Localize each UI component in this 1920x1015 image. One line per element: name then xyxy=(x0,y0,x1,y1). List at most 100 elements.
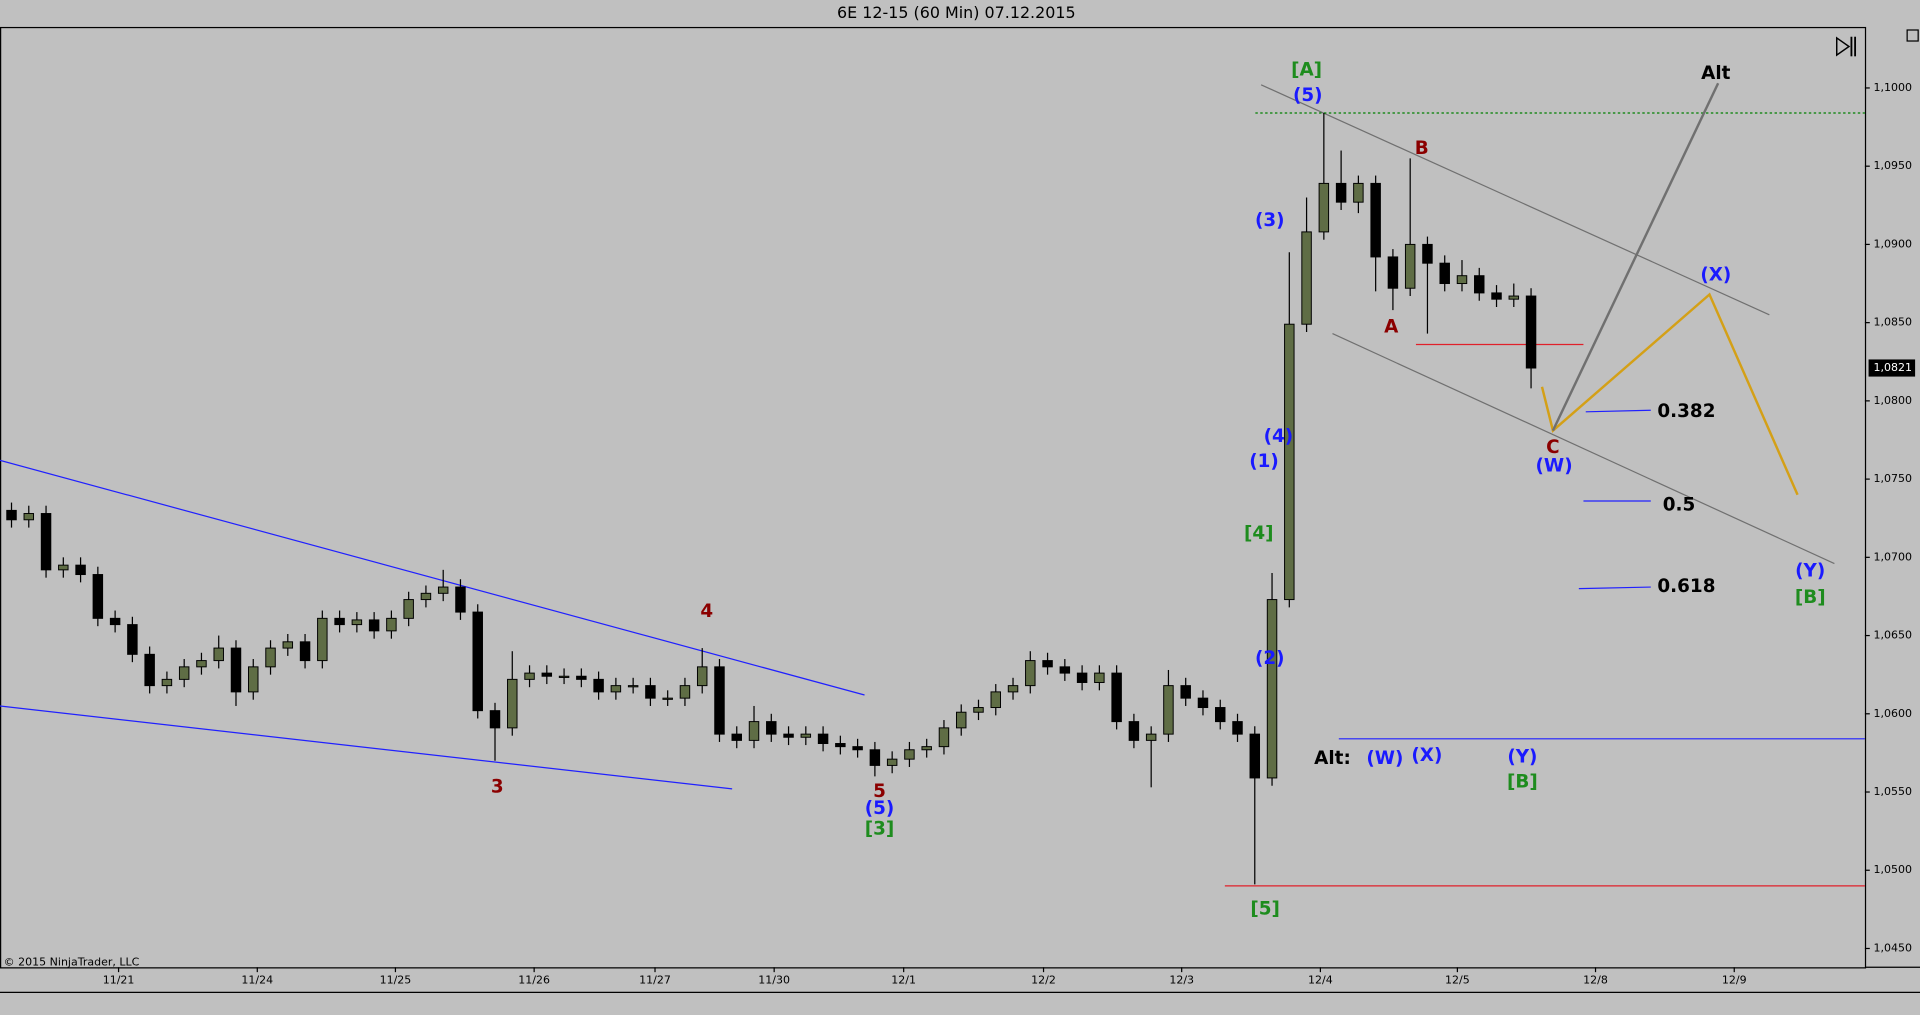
candle-body xyxy=(92,574,104,619)
candle-body xyxy=(524,672,535,680)
y-tick-label: 1,0500 xyxy=(1873,863,1912,876)
wave-label: [A] xyxy=(1291,60,1322,81)
wave-label: 3 xyxy=(491,776,504,797)
candle-body xyxy=(1474,275,1485,294)
play-icon[interactable] xyxy=(1836,36,1857,57)
candle-body xyxy=(317,617,328,662)
candle-body xyxy=(58,564,69,571)
wave-label: Alt: xyxy=(1314,748,1351,769)
y-tick-label: 1,0600 xyxy=(1873,707,1912,720)
y-tick-label: 1,0550 xyxy=(1873,785,1912,798)
wave-label: (5) xyxy=(865,798,895,819)
candle-body xyxy=(714,666,725,735)
candle-body xyxy=(1301,231,1312,325)
candle-body xyxy=(507,678,518,729)
candle-body xyxy=(1266,599,1278,779)
trend-line xyxy=(0,459,865,696)
candle-body xyxy=(1111,672,1122,723)
candle-body xyxy=(731,733,742,741)
trend-line xyxy=(1578,586,1651,590)
candle-body xyxy=(248,666,259,693)
candle-body xyxy=(1318,182,1330,233)
candle-body xyxy=(817,733,829,745)
candle-body xyxy=(403,599,414,619)
x-tick-label: 12/2 xyxy=(1031,974,1056,987)
candle-body xyxy=(662,697,673,700)
chart-title: 6E 12-15 (60 Min) 07.12.2015 xyxy=(837,3,1076,22)
candle-body xyxy=(299,641,311,662)
trend-line xyxy=(1260,84,1770,316)
wave-label: 4 xyxy=(700,601,713,622)
x-tick-label: 12/5 xyxy=(1445,974,1470,987)
corner-button[interactable] xyxy=(1906,29,1919,42)
y-tick-label: 1,1000 xyxy=(1873,81,1912,94)
x-tick-label: 12/1 xyxy=(891,974,916,987)
wave-label: [3] xyxy=(865,819,895,840)
x-tick-label: 12/9 xyxy=(1722,974,1747,987)
wave-label: (5) xyxy=(1293,85,1323,106)
x-tick-label: 12/8 xyxy=(1583,974,1608,987)
candle-body xyxy=(1508,295,1520,300)
candle-body xyxy=(645,685,656,699)
wave-label: Alt xyxy=(1701,63,1731,84)
x-tick-label: 11/25 xyxy=(380,974,412,987)
candle-body xyxy=(1335,182,1347,203)
candle-body xyxy=(472,611,483,712)
wave-label: [5] xyxy=(1250,898,1280,919)
plot-frame xyxy=(0,26,1867,969)
wave-label: (4) xyxy=(1264,426,1294,447)
wave-label: (1) xyxy=(1249,451,1279,472)
play-icon-triangle[interactable] xyxy=(1836,36,1851,57)
candle-body xyxy=(196,660,207,668)
candle-body xyxy=(455,586,466,613)
candle-body xyxy=(973,707,984,713)
candle-body xyxy=(1076,672,1088,683)
candle-body xyxy=(921,746,932,751)
candle-body xyxy=(1215,707,1226,723)
wave-label: (X) xyxy=(1411,745,1442,766)
candle-body xyxy=(1094,672,1105,683)
candle-body xyxy=(334,617,345,626)
candle-body xyxy=(990,691,1002,709)
wave-label: (Y) xyxy=(1795,560,1825,581)
wave-label: (W) xyxy=(1536,456,1573,477)
candle-body xyxy=(6,509,17,521)
last-price-box xyxy=(1868,359,1916,377)
candle-body xyxy=(783,733,794,738)
wave-label: 0.5 xyxy=(1663,495,1696,516)
candle-body xyxy=(75,564,86,576)
y-tick-label: 1,0450 xyxy=(1873,941,1912,954)
candle-body xyxy=(576,675,587,680)
candle-body xyxy=(437,586,449,594)
x-tick-label: 12/4 xyxy=(1308,974,1333,987)
candle-body xyxy=(1128,721,1140,741)
candle-body xyxy=(1232,721,1243,735)
trend-line xyxy=(0,705,733,790)
candle-body xyxy=(766,721,777,735)
candle-body xyxy=(265,647,276,668)
y-tick-label: 1,0900 xyxy=(1873,237,1912,250)
candle-body xyxy=(386,617,397,632)
y-tick-label: 1,0950 xyxy=(1873,159,1912,172)
wave-label: 0.382 xyxy=(1657,401,1715,422)
candle-body xyxy=(852,746,863,751)
wave-label: (X) xyxy=(1700,265,1731,286)
candle-body xyxy=(420,592,432,601)
candle-body xyxy=(109,617,121,626)
candle-body xyxy=(282,641,294,649)
wave-label: (W) xyxy=(1366,748,1403,769)
candle-body xyxy=(1197,697,1209,709)
x-tick-label: 11/30 xyxy=(758,974,790,987)
x-tick-label: 11/27 xyxy=(639,974,671,987)
candle-body xyxy=(1249,733,1261,779)
candle-body xyxy=(1007,685,1019,693)
candle-body xyxy=(593,678,604,693)
candle-body xyxy=(558,675,570,678)
trend-line xyxy=(1585,409,1651,413)
candle-body xyxy=(1059,666,1071,674)
wave-label: 0.618 xyxy=(1657,576,1715,597)
trend-line xyxy=(1332,333,1835,565)
last-price-label: 1,0821 xyxy=(1873,361,1912,374)
